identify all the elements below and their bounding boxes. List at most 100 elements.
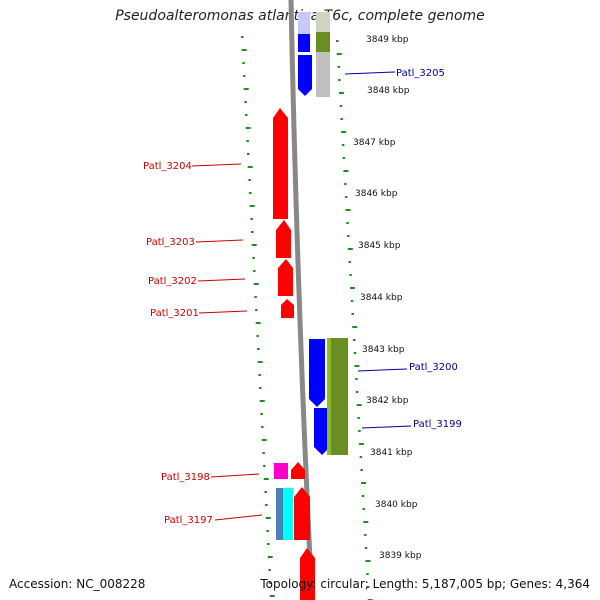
gene-leader-line xyxy=(361,425,412,429)
tick-label: 3849 kbp xyxy=(366,35,409,45)
guide-dot xyxy=(366,586,370,588)
guide-dot xyxy=(241,49,247,51)
guide-dot xyxy=(263,478,269,480)
guide-dot xyxy=(343,170,349,172)
gene-label[interactable]: Patl_3198 xyxy=(161,472,210,483)
tick-label: 3843 kbp xyxy=(362,345,405,355)
guide-dot xyxy=(355,391,359,393)
guide-dot xyxy=(264,491,267,493)
guide-dot xyxy=(359,456,363,458)
cds-forward-3204[interactable] xyxy=(273,108,288,219)
tick-label: 3845 kbp xyxy=(358,241,401,251)
guide-dot xyxy=(347,235,350,237)
guide-dot xyxy=(267,556,273,558)
cds-forward-3198[interactable] xyxy=(291,462,305,479)
tick-label: 3848 kbp xyxy=(367,86,410,96)
guide-dot xyxy=(249,192,252,194)
guide-dot xyxy=(265,504,268,506)
guide-dot xyxy=(345,209,351,211)
guide-dot xyxy=(269,595,275,597)
guide-dot xyxy=(259,400,265,402)
cog-bar-top-light xyxy=(298,12,310,34)
guide-dot xyxy=(365,560,371,562)
guide-dot xyxy=(350,300,354,302)
guide-dot xyxy=(259,387,262,389)
gene-label[interactable]: Patl_3200 xyxy=(409,362,458,373)
cds-forward-3203[interactable] xyxy=(276,220,291,258)
guide-dot xyxy=(357,417,360,419)
guide-dot xyxy=(241,36,244,38)
guide-dot xyxy=(260,413,263,415)
cds-reverse-3206[interactable] xyxy=(298,34,310,52)
guide-dot xyxy=(247,153,250,155)
tick-label: 3841 kbp xyxy=(370,448,413,458)
guide-dot xyxy=(243,75,246,77)
guide-dot xyxy=(242,62,245,64)
guide-dot xyxy=(269,582,272,584)
guide-dot xyxy=(243,88,249,90)
guide-dot xyxy=(340,118,343,120)
cds-forward-3197[interactable] xyxy=(294,487,310,540)
tick-label: 3840 kbp xyxy=(375,500,418,510)
gene-leader-line xyxy=(344,71,396,75)
guide-dot xyxy=(337,66,340,68)
guide-dot xyxy=(356,404,362,406)
guide-dot xyxy=(339,105,343,107)
guide-dot xyxy=(336,40,339,42)
gene-label[interactable]: Patl_3201 xyxy=(150,308,199,319)
guide-dot xyxy=(251,231,254,233)
accession-text: Accession: NC_008228 xyxy=(9,577,146,591)
kbp-ticks: 3849 kbp 3848 kbp 3847 kbp 3846 kbp 3845 kbp… xyxy=(353,35,422,561)
guide-dot xyxy=(361,482,367,484)
gene-label[interactable]: Patl_3204 xyxy=(143,161,192,172)
cds-reverse-3199[interactable] xyxy=(314,408,330,455)
guide-dot xyxy=(257,361,263,363)
guide-dot xyxy=(352,326,358,328)
guide-dot xyxy=(342,157,346,159)
guide-dot xyxy=(249,205,255,207)
tick-label: 3847 kbp xyxy=(353,138,396,148)
gene-label[interactable]: Patl_3199 xyxy=(413,419,462,430)
guide-dot xyxy=(361,495,365,497)
cds-forward-3202[interactable] xyxy=(278,259,293,296)
guide-dot xyxy=(252,257,255,259)
guide-dot xyxy=(347,248,353,250)
cog-bar-gray-top-light xyxy=(316,12,330,32)
cds-forward-3196[interactable] xyxy=(300,548,315,600)
guide-dot xyxy=(336,53,342,55)
guide-dot xyxy=(358,443,364,445)
gene-leader-line xyxy=(197,278,246,282)
right-dotted-guide xyxy=(336,40,373,600)
gene-label[interactable]: Patl_3203 xyxy=(146,237,195,248)
cds-reverse-3205[interactable] xyxy=(298,55,312,96)
tick-label: 3844 kbp xyxy=(360,293,403,303)
tick-label: 3839 kbp xyxy=(379,551,422,561)
guide-dot xyxy=(348,261,352,263)
guide-dot xyxy=(354,365,360,367)
guide-dot xyxy=(246,140,249,142)
guide-dot xyxy=(245,114,248,116)
gene-leader-line xyxy=(191,163,242,167)
gene-leader-line xyxy=(214,514,263,521)
cog-bar-cyan xyxy=(283,488,293,540)
guide-dot xyxy=(366,573,369,575)
guide-dot xyxy=(338,79,341,81)
guide-dot xyxy=(255,309,258,311)
guide-dot xyxy=(355,378,358,380)
guide-dot xyxy=(352,339,356,341)
guide-dot xyxy=(351,313,354,315)
guide-dot xyxy=(256,335,259,337)
cds-reverse-3200[interactable] xyxy=(309,339,325,407)
guide-dot xyxy=(350,287,356,289)
tick-label: 3846 kbp xyxy=(355,189,398,199)
left-dotted-guide xyxy=(241,36,275,597)
gene-label[interactable]: Patl_3197 xyxy=(164,515,213,526)
cog-bar-slate xyxy=(276,488,284,540)
guide-dot xyxy=(247,166,253,168)
cds-forward-3201[interactable] xyxy=(281,299,294,318)
cog-bar-magenta xyxy=(274,463,288,479)
gene-label[interactable]: Patl_3202 xyxy=(148,276,197,287)
gene-labels: Patl_3205 Patl_3204 Patl_3203 Patl_3202 Patl… xyxy=(143,68,462,526)
guide-dot xyxy=(362,508,366,510)
gene-label[interactable]: Patl_3205 xyxy=(396,68,445,79)
